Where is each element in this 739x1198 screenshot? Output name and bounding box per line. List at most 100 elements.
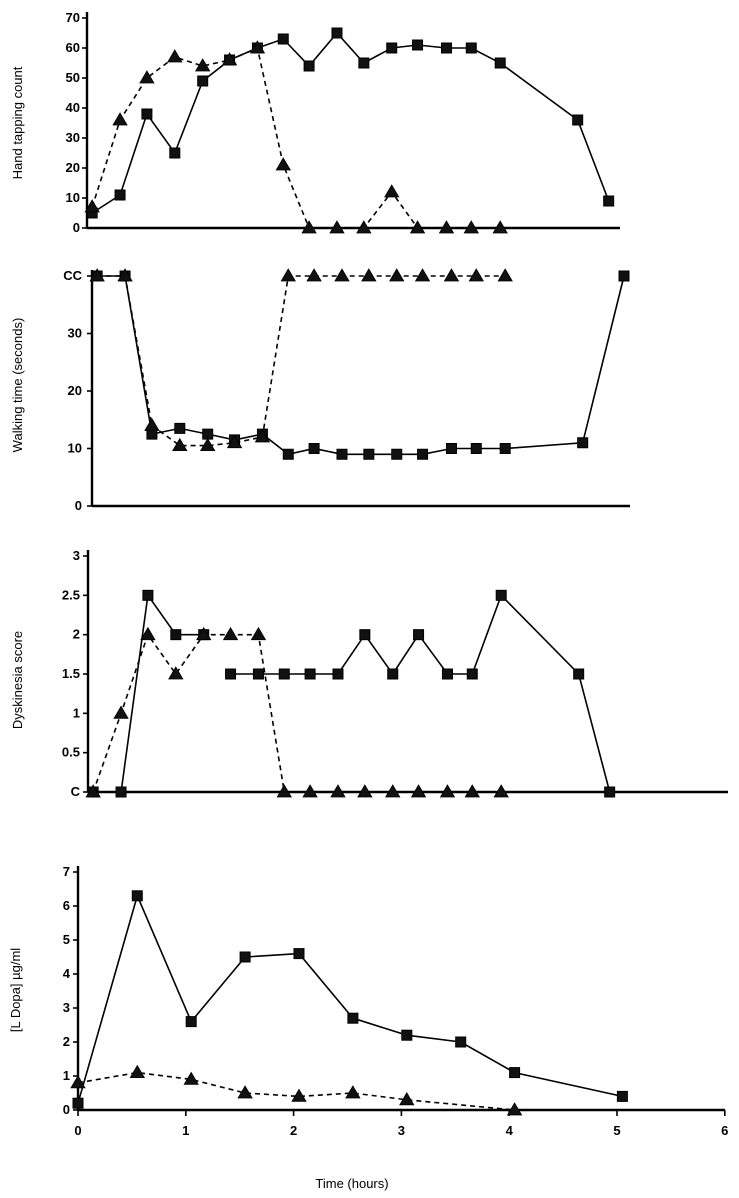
y-tick-label: 4	[63, 966, 71, 981]
square-marker	[331, 27, 343, 39]
y-tick-label: 20	[68, 383, 82, 398]
square-marker	[401, 1029, 413, 1041]
square-marker	[386, 42, 398, 54]
triangle-marker	[463, 220, 479, 234]
triangle-marker	[222, 626, 239, 641]
triangle-marker	[85, 784, 101, 798]
square-marker	[278, 668, 290, 680]
panel-1: 0 10 20 30 40 50 60 70 Hand tapping count	[10, 10, 620, 235]
triangle-marker	[194, 58, 211, 72]
square-marker	[169, 147, 181, 159]
square-marker	[417, 448, 429, 460]
triangle-marker	[183, 1071, 199, 1085]
triangle-marker	[70, 1075, 86, 1089]
triangle-marker	[438, 220, 455, 234]
triangle-marker	[389, 268, 405, 282]
y-tick-label: 5	[63, 932, 70, 947]
square-marker	[170, 629, 182, 641]
triangle-marker	[439, 784, 456, 798]
panel-4: 0 1 2 3 4 5 6 7 [L Dopa] µg/ml 0 1 2 3 4 5 6 Time (hours…	[8, 864, 728, 1191]
triangle-marker	[306, 268, 322, 282]
y-tick-label: 3	[73, 548, 80, 563]
square-marker	[142, 589, 154, 601]
square-marker	[239, 951, 251, 963]
triangle-marker	[140, 626, 156, 641]
square-marker	[185, 1016, 197, 1028]
y-tick-label: 1	[63, 1068, 70, 1083]
triangle-marker	[361, 268, 377, 282]
square-marker	[308, 443, 320, 454]
y-tick-label: 30	[66, 130, 80, 145]
square-marker	[494, 57, 506, 69]
y-tick-label: 0	[63, 1102, 70, 1117]
x-tick-label: 0	[74, 1123, 81, 1138]
triangle-marker	[497, 268, 513, 282]
triangle-marker	[302, 784, 318, 798]
x-tick-label: 5	[613, 1123, 620, 1138]
square-marker	[603, 195, 615, 207]
triangle-marker	[399, 1092, 415, 1106]
y-tick-label: 10	[68, 441, 82, 456]
square-marker	[441, 668, 453, 680]
square-marker	[115, 786, 127, 798]
square-marker	[277, 33, 289, 45]
triangle-marker	[195, 626, 212, 641]
y-tick-label: 30	[68, 326, 82, 341]
square-marker	[197, 75, 209, 87]
y-axis-label: Hand tapping count	[10, 66, 25, 179]
triangle-marker	[468, 268, 484, 282]
x-tick-label: 6	[721, 1123, 728, 1138]
square-marker	[141, 108, 153, 120]
triangle-marker	[167, 49, 183, 63]
triangle-marker	[464, 784, 480, 798]
square-marker	[604, 786, 616, 798]
y-tick-label: 60	[66, 40, 80, 55]
y-tick-label: 1.5	[62, 666, 80, 681]
series-line-triangles	[91, 46, 501, 229]
panel-2: 0 10 20 30 CC Walking time (seconds)	[10, 268, 630, 513]
y-axis-label: [L Dopa] µg/ml	[8, 948, 23, 1032]
square-marker	[363, 448, 375, 460]
series-line-squares	[77, 893, 623, 1104]
y-axis-label: Dyskinesia score	[10, 631, 25, 729]
square-marker	[387, 668, 399, 680]
triangle-marker	[199, 437, 216, 452]
square-marker	[336, 448, 348, 460]
y-tick-label: 6	[63, 898, 70, 913]
y-axis-label: Walking time (seconds)	[10, 318, 25, 453]
triangle-marker	[117, 268, 133, 282]
triangle-marker	[443, 268, 460, 282]
panel-3: C 0.5 1 1.5 2 2.5 3 Dyskinesia score	[10, 548, 728, 799]
square-marker	[359, 629, 371, 641]
triangle-marker	[493, 784, 509, 798]
triangle-marker	[414, 268, 431, 282]
square-marker	[114, 189, 126, 201]
series-line-triangles	[97, 275, 506, 447]
x-tick-label: 1	[182, 1123, 189, 1138]
y-tick-label: 0	[75, 498, 82, 513]
square-marker	[304, 668, 316, 680]
triangle-marker	[168, 666, 184, 680]
square-marker	[412, 39, 424, 51]
triangle-marker	[334, 268, 350, 282]
y-tick-label: 40	[66, 100, 80, 115]
square-marker	[282, 448, 294, 460]
square-marker	[509, 1067, 521, 1079]
square-marker	[499, 443, 511, 454]
y-tick-label: C	[71, 784, 81, 799]
square-marker	[174, 422, 186, 434]
series-line-triangles	[77, 1071, 515, 1111]
triangle-marker	[226, 434, 243, 449]
y-tick-label: 50	[66, 70, 80, 85]
y-tick-label: CC	[63, 268, 82, 283]
triangle-marker	[89, 268, 105, 282]
y-tick-label: 7	[63, 864, 70, 879]
triangle-marker	[172, 437, 188, 452]
y-tick-label: 2.5	[62, 587, 80, 602]
square-marker	[347, 1012, 359, 1024]
x-axis-label: Time (hours)	[315, 1176, 388, 1191]
square-marker	[495, 589, 507, 601]
square-marker	[465, 42, 477, 54]
x-tick-label: 3	[398, 1123, 405, 1138]
